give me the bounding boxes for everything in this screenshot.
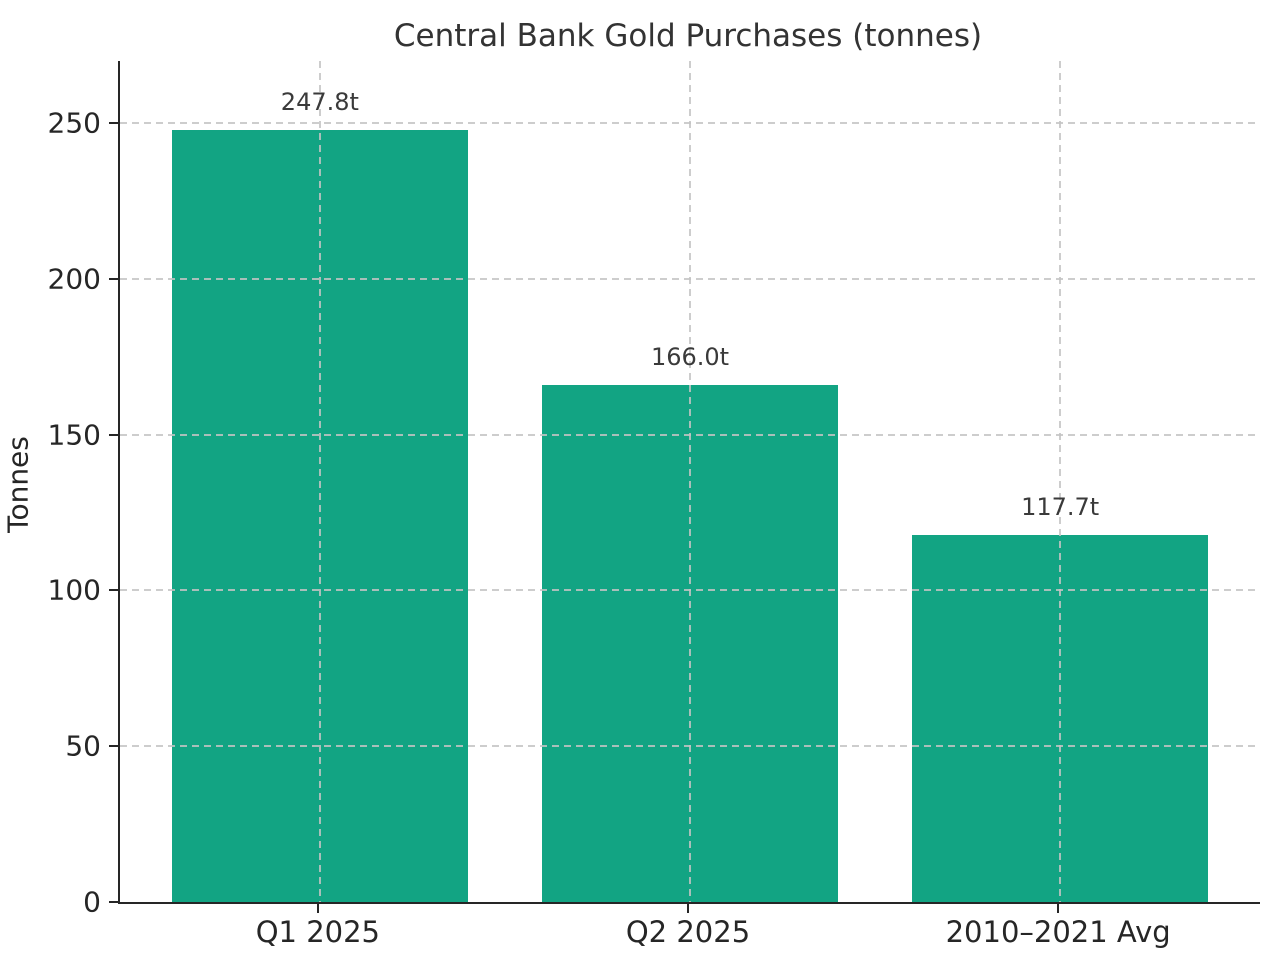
- x-tick-label: 2010–2021 Avg: [945, 915, 1171, 949]
- gridline-vertical: [1059, 61, 1062, 902]
- y-tick-label: 50: [65, 729, 101, 763]
- y-tick-mark: [109, 901, 118, 903]
- bar-value-label: 166.0t: [650, 342, 730, 371]
- gridline-horizontal: [120, 122, 1260, 124]
- bar-value-label: 247.8t: [280, 87, 359, 116]
- y-tick-mark: [109, 433, 118, 436]
- gridline-vertical: [318, 61, 321, 902]
- y-tick-label: 150: [47, 418, 101, 452]
- y-tick-mark: [109, 745, 118, 748]
- gridline-horizontal: [120, 589, 1260, 592]
- chart-title: Central Bank Gold Purchases (tonnes): [393, 18, 983, 54]
- plot-area: 247.8t 166.0t 117.7t: [118, 61, 1260, 904]
- y-tick-mark: [109, 122, 118, 124]
- y-tick-label: 200: [47, 262, 101, 296]
- y-tick-label: 100: [47, 573, 101, 607]
- bar-value-label: 117.7t: [1021, 493, 1100, 522]
- y-tick-label: 0: [83, 885, 101, 919]
- x-tick-label: Q1 2025: [255, 915, 381, 949]
- y-tick-label: 250: [47, 106, 101, 140]
- x-tick-label: Q2 2025: [625, 915, 751, 949]
- gridline-horizontal: [120, 433, 1260, 436]
- gridline-horizontal: [120, 745, 1260, 748]
- gridline-vertical: [689, 61, 691, 902]
- y-tick-mark: [109, 589, 118, 592]
- gridline-horizontal: [120, 277, 1260, 280]
- x-tick-mark: [1057, 904, 1060, 913]
- x-tick-mark: [687, 904, 689, 913]
- y-tick-mark: [109, 277, 118, 280]
- x-tick-mark: [316, 904, 319, 913]
